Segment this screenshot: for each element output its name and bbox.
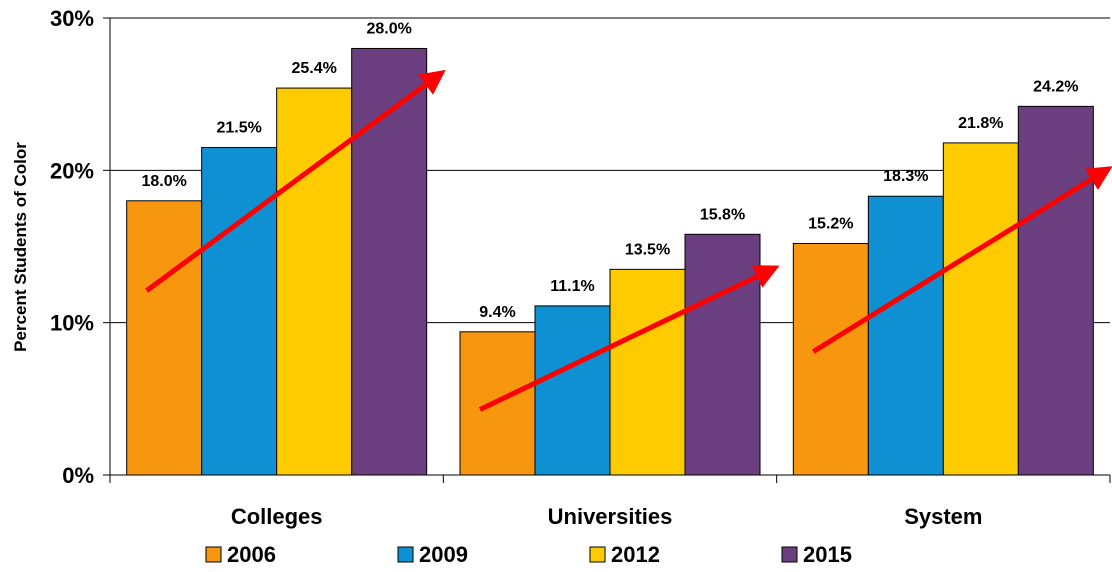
axes <box>109 18 1111 483</box>
data-label: 21.5% <box>216 119 261 136</box>
legend-swatch <box>589 546 606 563</box>
data-label: 11.1% <box>550 278 594 295</box>
bar <box>684 233 761 476</box>
bar <box>867 195 944 476</box>
y-tick-label: 0% <box>62 463 94 488</box>
data-label: 9.4% <box>479 304 515 321</box>
trend-arrow <box>478 265 780 412</box>
data-labels: 18.0% 9.4% 15.2% 21.5% 11.1% 18.3% 25.4% 13.5% 2… <box>141 20 1078 320</box>
data-label: 13.5% <box>625 241 670 258</box>
legend-label: 2009 <box>419 542 468 567</box>
category-label: Colleges <box>231 504 323 529</box>
y-tick-label: 20% <box>50 158 94 183</box>
y-tick-label: 30% <box>50 6 94 31</box>
data-label: 24.2% <box>1033 78 1078 95</box>
y-tick-label: 10% <box>50 311 94 336</box>
legend-label: 2015 <box>803 542 852 567</box>
category-labels: Colleges Universities System <box>231 504 983 529</box>
trend-arrows <box>145 69 1112 412</box>
legend-swatch <box>397 546 414 563</box>
category-label: Universities <box>548 504 673 529</box>
bar <box>942 142 1019 476</box>
bar <box>534 305 611 476</box>
data-label: 25.4% <box>291 60 336 77</box>
legend-label: 2006 <box>227 542 276 567</box>
legend-label: 2012 <box>611 542 660 567</box>
bar <box>276 87 353 476</box>
data-label: 18.3% <box>883 168 928 185</box>
trend-arrow <box>812 166 1112 354</box>
y-axis-label: Percent Students of Color <box>11 142 30 352</box>
bar <box>351 47 428 476</box>
bar <box>201 146 278 476</box>
data-label: 15.2% <box>808 215 853 232</box>
bars <box>126 47 1094 476</box>
data-label: 18.0% <box>141 173 186 190</box>
trend-arrow <box>145 69 446 293</box>
bar <box>126 200 203 476</box>
data-label: 28.0% <box>366 20 411 37</box>
bar <box>1017 105 1094 476</box>
y-axis-ticks: 0% 10% 20% 30% <box>50 6 110 488</box>
bar <box>609 268 686 476</box>
data-label: 15.8% <box>700 206 745 223</box>
legend-swatch <box>781 546 798 563</box>
category-label: System <box>904 504 982 529</box>
legend-swatch <box>205 546 222 563</box>
legend: 2006 2009 2012 2015 <box>205 542 852 567</box>
bar <box>792 242 869 476</box>
data-label: 21.8% <box>958 115 1003 132</box>
